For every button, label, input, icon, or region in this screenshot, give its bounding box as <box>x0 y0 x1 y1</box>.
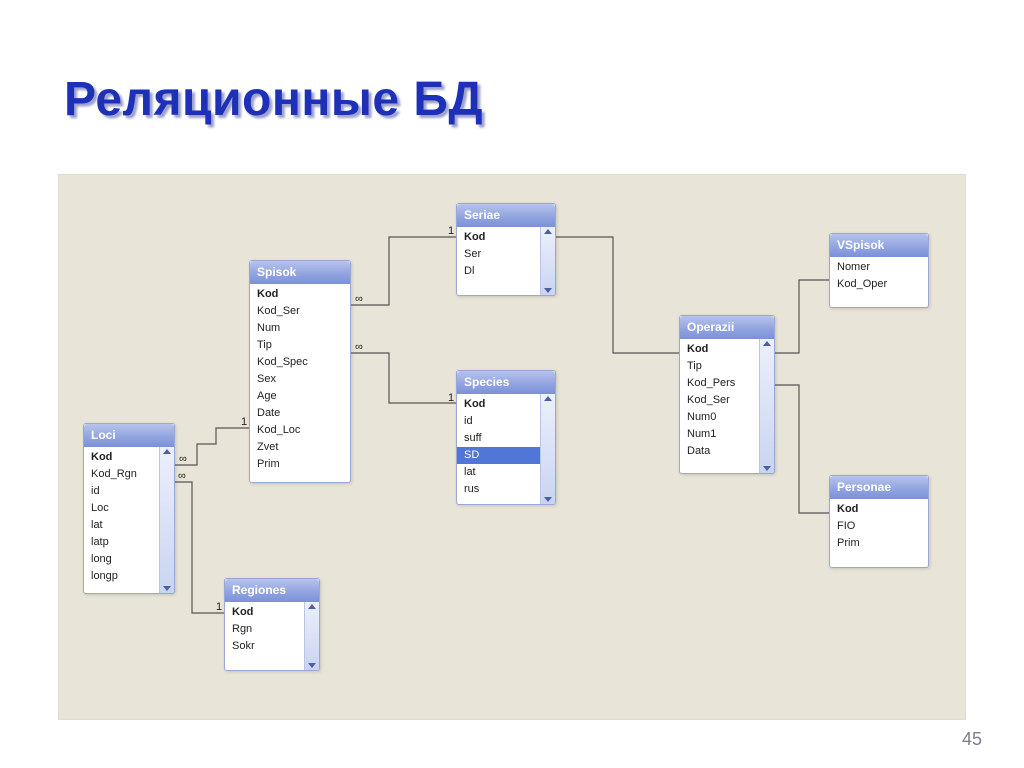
field-item[interactable]: Ser <box>457 246 540 263</box>
scrollbar[interactable] <box>304 602 319 670</box>
field-item[interactable]: lat <box>84 517 159 534</box>
table-header[interactable]: Loci <box>84 424 174 447</box>
page-number: 45 <box>962 729 982 750</box>
chevron-down-icon[interactable] <box>544 497 552 502</box>
chevron-down-icon[interactable] <box>544 288 552 293</box>
table-personae[interactable]: PersonaeKodFIOPrim <box>829 475 929 568</box>
field-item[interactable]: Num <box>250 320 350 337</box>
scrollbar[interactable] <box>159 447 174 593</box>
table-species[interactable]: SpeciesKodidsuffSDlatrus <box>456 370 556 505</box>
field-item[interactable]: Sex <box>250 371 350 388</box>
field-item[interactable]: Kod <box>250 286 350 303</box>
field-item[interactable]: Zvet <box>250 439 350 456</box>
svg-text:1: 1 <box>448 392 454 404</box>
chevron-up-icon[interactable] <box>763 341 771 346</box>
field-item[interactable]: Kod_Loc <box>250 422 350 439</box>
field-item[interactable]: Num1 <box>680 426 759 443</box>
field-item[interactable]: Date <box>250 405 350 422</box>
field-item[interactable]: Kod_Spec <box>250 354 350 371</box>
chevron-down-icon[interactable] <box>763 466 771 471</box>
table-header[interactable]: VSpisok <box>830 234 928 257</box>
table-spisok[interactable]: SpisokKodKod_SerNumTipKod_SpecSexAgeDate… <box>249 260 351 483</box>
table-vspisok[interactable]: VSpisokNomerKod_Oper <box>829 233 929 308</box>
field-item[interactable]: long <box>84 551 159 568</box>
svg-text:1: 1 <box>216 601 222 613</box>
chevron-down-icon[interactable] <box>163 586 171 591</box>
chevron-up-icon[interactable] <box>308 604 316 609</box>
field-list: KodSerDl <box>457 227 540 295</box>
svg-text:∞: ∞ <box>355 341 363 353</box>
field-item[interactable]: Rgn <box>225 621 304 638</box>
field-item[interactable]: Kod_Oper <box>830 276 928 293</box>
field-item[interactable]: lat <box>457 464 540 481</box>
table-header[interactable]: Species <box>457 371 555 394</box>
field-item[interactable]: Num0 <box>680 409 759 426</box>
field-item[interactable]: Age <box>250 388 350 405</box>
svg-text:∞: ∞ <box>178 470 186 482</box>
field-item[interactable]: Prim <box>250 456 350 473</box>
field-list: NomerKod_Oper <box>830 257 928 307</box>
table-header[interactable]: Personae <box>830 476 928 499</box>
field-list: KodFIOPrim <box>830 499 928 567</box>
field-item[interactable]: rus <box>457 481 540 498</box>
field-item[interactable]: Tip <box>250 337 350 354</box>
field-item[interactable]: Kod_Ser <box>250 303 350 320</box>
table-seriae[interactable]: SeriaeKodSerDl <box>456 203 556 296</box>
field-item[interactable]: id <box>457 413 540 430</box>
scrollbar[interactable] <box>540 394 555 504</box>
table-regiones[interactable]: RegionesKodRgnSokr <box>224 578 320 671</box>
chevron-up-icon[interactable] <box>544 229 552 234</box>
field-item[interactable]: Tip <box>680 358 759 375</box>
field-item[interactable]: Kod <box>457 396 540 413</box>
table-header[interactable]: Seriae <box>457 204 555 227</box>
scrollbar[interactable] <box>759 339 774 473</box>
field-list: KodidsuffSDlatrus <box>457 394 540 504</box>
svg-text:∞: ∞ <box>179 453 187 465</box>
field-item[interactable]: FIO <box>830 518 928 535</box>
chevron-up-icon[interactable] <box>163 449 171 454</box>
field-item[interactable]: Kod <box>680 341 759 358</box>
table-loci[interactable]: LociKodKod_RgnidLoclatlatplonglongp <box>83 423 175 594</box>
field-item[interactable]: Kod <box>225 604 304 621</box>
chevron-up-icon[interactable] <box>544 396 552 401</box>
table-operazii[interactable]: OperaziiKodTipKod_PersKod_SerNum0Num1Dat… <box>679 315 775 474</box>
svg-text:1: 1 <box>448 225 454 237</box>
field-item[interactable]: Dl <box>457 263 540 280</box>
table-header[interactable]: Spisok <box>250 261 350 284</box>
svg-text:1: 1 <box>241 416 247 428</box>
field-item[interactable]: Sokr <box>225 638 304 655</box>
page-title: Реляционные БД <box>64 72 483 127</box>
field-list: KodRgnSokr <box>225 602 304 670</box>
svg-text:∞: ∞ <box>355 293 363 305</box>
chevron-down-icon[interactable] <box>308 663 316 668</box>
field-item[interactable]: Loc <box>84 500 159 517</box>
field-item[interactable]: Prim <box>830 535 928 552</box>
scrollbar[interactable] <box>540 227 555 295</box>
field-item[interactable]: Kod <box>84 449 159 466</box>
field-item[interactable]: Data <box>680 443 759 460</box>
table-header[interactable]: Operazii <box>680 316 774 339</box>
field-list: KodKod_SerNumTipKod_SpecSexAgeDateKod_Lo… <box>250 284 350 482</box>
field-item[interactable]: id <box>84 483 159 500</box>
field-list: KodTipKod_PersKod_SerNum0Num1Data <box>680 339 759 473</box>
field-item[interactable]: SD <box>457 447 540 464</box>
field-item[interactable]: Nomer <box>830 259 928 276</box>
field-item[interactable]: latp <box>84 534 159 551</box>
table-header[interactable]: Regiones <box>225 579 319 602</box>
field-item[interactable]: Kod <box>830 501 928 518</box>
field-item[interactable]: Kod_Pers <box>680 375 759 392</box>
field-item[interactable]: longp <box>84 568 159 585</box>
diagram-canvas: ∞1∞1∞1∞1 LociKodKod_RgnidLoclatlatplongl… <box>58 174 966 720</box>
field-item[interactable]: Kod_Ser <box>680 392 759 409</box>
field-item[interactable]: Kod_Rgn <box>84 466 159 483</box>
field-item[interactable]: suff <box>457 430 540 447</box>
field-list: KodKod_RgnidLoclatlatplonglongp <box>84 447 159 593</box>
field-item[interactable]: Kod <box>457 229 540 246</box>
